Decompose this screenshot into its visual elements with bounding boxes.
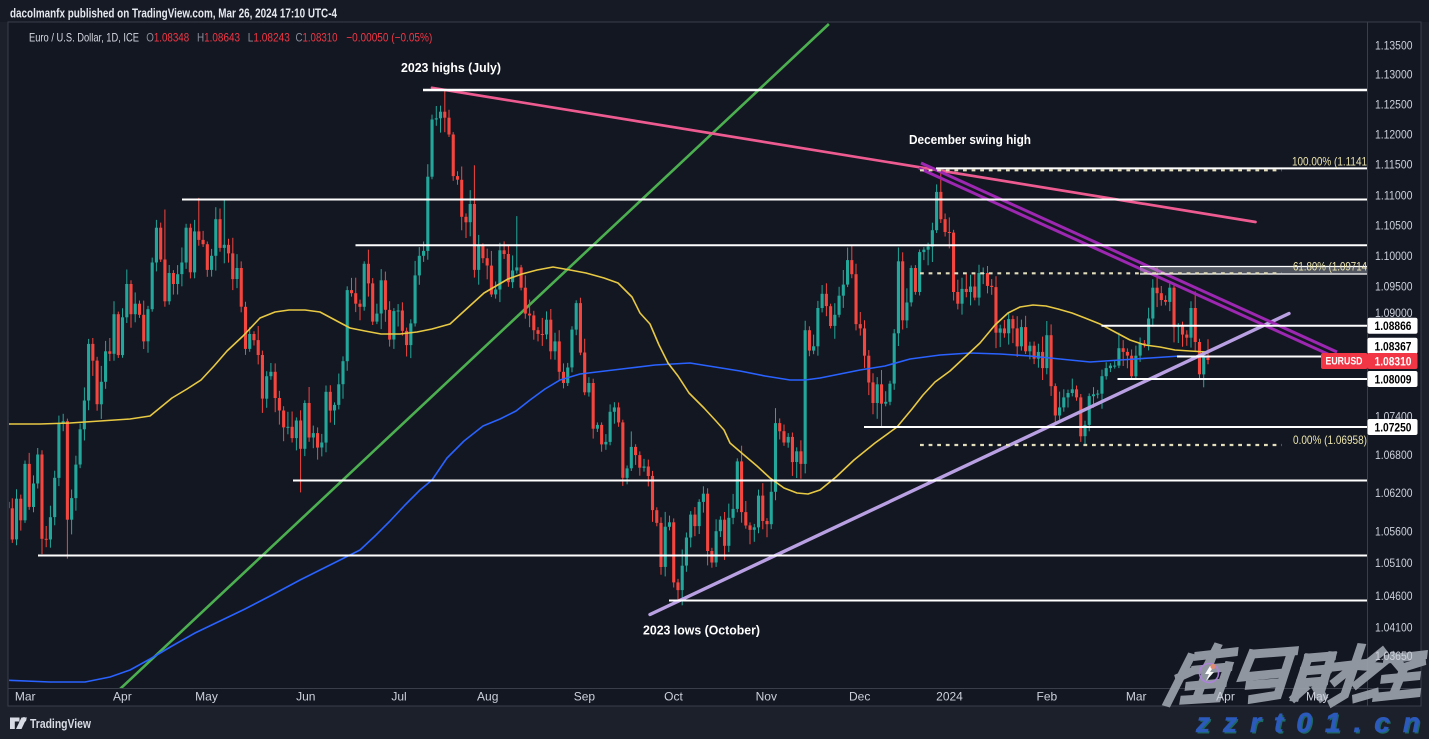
svg-text:1.08009: 1.08009 [1375, 373, 1412, 387]
svg-text:O1.08348: O1.08348 [146, 31, 189, 45]
svg-text:1.10500: 1.10500 [1375, 219, 1413, 233]
svg-text:Dec: Dec [849, 690, 870, 704]
svg-text:C1.08310: C1.08310 [296, 31, 338, 45]
svg-text:1.06200: 1.06200 [1375, 486, 1413, 500]
svg-text:Apr: Apr [1216, 690, 1235, 704]
svg-text:1.10000: 1.10000 [1375, 249, 1413, 263]
svg-text:1.09000: 1.09000 [1375, 306, 1413, 320]
svg-text:zzrt01.cn: zzrt01.cn [1197, 709, 1422, 739]
svg-text:Jul: Jul [391, 690, 406, 704]
svg-text:1.06800: 1.06800 [1375, 448, 1413, 462]
svg-text:1.11000: 1.11000 [1375, 188, 1413, 202]
svg-text:1.13000: 1.13000 [1375, 68, 1413, 82]
svg-text:dacolmanfx published on Tradin: dacolmanfx published on TradingView.com,… [10, 7, 337, 21]
svg-text:Mar: Mar [1126, 690, 1147, 704]
svg-text:−0.00050 (−0.05%): −0.00050 (−0.05%) [346, 31, 432, 45]
svg-text:1.03650: 1.03650 [1375, 649, 1413, 663]
svg-text:1.08866: 1.08866 [1375, 319, 1412, 333]
svg-text:Oct: Oct [664, 690, 683, 704]
svg-text:1.12500: 1.12500 [1375, 97, 1413, 111]
svg-text:1.08310: 1.08310 [1375, 355, 1412, 369]
svg-text:1.08367: 1.08367 [1375, 339, 1412, 353]
svg-text:1.05600: 1.05600 [1375, 525, 1413, 539]
svg-text:1.07250: 1.07250 [1375, 421, 1412, 435]
svg-text:61.80% (1.09714: 61.80% (1.09714 [1293, 260, 1367, 274]
svg-text:Nov: Nov [756, 690, 777, 704]
svg-text:L1.08243: L1.08243 [248, 31, 290, 45]
svg-text:Jun: Jun [296, 690, 315, 704]
svg-text:1.04100: 1.04100 [1375, 620, 1413, 634]
svg-text:Sep: Sep [574, 690, 596, 704]
svg-text:Euro / U.S. Dollar, 1D, ICE: Euro / U.S. Dollar, 1D, ICE [29, 31, 139, 45]
svg-text:H1.08643: H1.08643 [197, 31, 240, 45]
svg-text:1.11500: 1.11500 [1375, 158, 1413, 172]
svg-text:2023 highs (July): 2023 highs (July) [401, 61, 501, 75]
svg-text:1.13500: 1.13500 [1375, 38, 1413, 52]
svg-text:TradingView: TradingView [30, 716, 92, 731]
svg-text:December swing high: December swing high [909, 133, 1031, 147]
svg-text:2023 lows (October): 2023 lows (October) [643, 624, 760, 638]
svg-text:May: May [195, 690, 218, 704]
svg-text:1.05100: 1.05100 [1375, 556, 1413, 570]
svg-text:Feb: Feb [1037, 690, 1058, 704]
svg-text:Mar: Mar [15, 690, 36, 704]
svg-text:May: May [1306, 690, 1329, 704]
svg-text:1.12000: 1.12000 [1375, 127, 1413, 141]
svg-text:Apr: Apr [113, 690, 132, 704]
svg-text:2024: 2024 [936, 690, 963, 704]
svg-text:1.04600: 1.04600 [1375, 589, 1413, 603]
svg-text:100.00% (1.1141: 100.00% (1.1141 [1292, 155, 1367, 169]
svg-text:zzrt01.cn: zzrt01.cn [1195, 707, 1420, 738]
svg-text:1.09500: 1.09500 [1375, 279, 1413, 293]
svg-text:0.00% (1.06958): 0.00% (1.06958) [1293, 433, 1367, 447]
svg-text:Aug: Aug [477, 690, 498, 704]
svg-text:EURUSD: EURUSD [1326, 356, 1363, 368]
